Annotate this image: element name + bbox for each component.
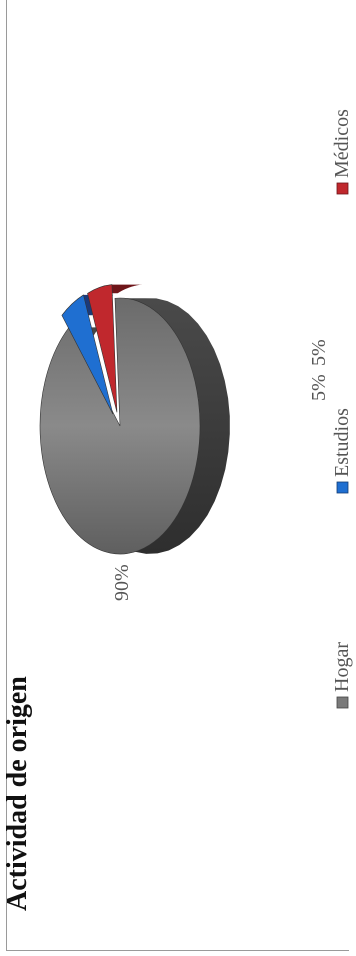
legend-label-estudios: Estudios bbox=[331, 408, 353, 477]
pie-slice-hogar bbox=[39, 297, 201, 555]
legend: Hogar Estudios Médicos bbox=[331, 109, 353, 709]
legend-swatch-medicos bbox=[336, 182, 349, 195]
legend-swatch-estudios bbox=[336, 481, 349, 494]
pie-plot bbox=[39, 284, 230, 555]
pie-slice-estudios bbox=[61, 294, 114, 415]
legend-swatch-hogar bbox=[336, 696, 349, 709]
pie-slice-medicos bbox=[87, 284, 118, 413]
data-label-medicos: 5% bbox=[308, 339, 330, 366]
chart-title: Actividad de origen bbox=[2, 676, 33, 911]
legend-label-medicos: Médicos bbox=[331, 109, 353, 178]
legend-label-hogar: Hogar bbox=[331, 642, 353, 692]
data-label-hogar: 90% bbox=[111, 564, 133, 601]
chart-frame bbox=[6, 0, 349, 951]
data-label-estudios: 5% bbox=[308, 374, 330, 401]
